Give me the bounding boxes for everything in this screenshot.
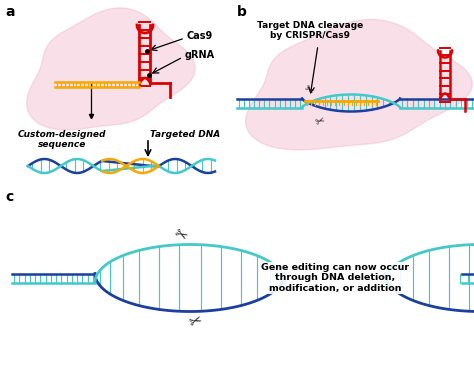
Text: ✂: ✂: [186, 312, 203, 330]
Text: ✂: ✂: [301, 83, 315, 97]
Polygon shape: [246, 20, 472, 150]
Text: Cas9: Cas9: [187, 31, 213, 41]
Text: b: b: [237, 5, 247, 19]
Text: gRNA: gRNA: [185, 50, 215, 60]
Polygon shape: [27, 8, 195, 130]
Text: c: c: [5, 190, 13, 204]
Text: ✂: ✂: [314, 116, 326, 128]
Text: Targeted DNA: Targeted DNA: [150, 130, 220, 139]
Text: Target DNA cleavage
by CRISPR/Cas9: Target DNA cleavage by CRISPR/Cas9: [257, 21, 363, 40]
Text: Custom-designed
sequence: Custom-designed sequence: [18, 130, 106, 150]
Text: a: a: [5, 5, 15, 19]
Text: ✂: ✂: [171, 225, 189, 244]
Text: Gene editing can now occur
through DNA deletion,
modification, or addition: Gene editing can now occur through DNA d…: [261, 263, 409, 293]
